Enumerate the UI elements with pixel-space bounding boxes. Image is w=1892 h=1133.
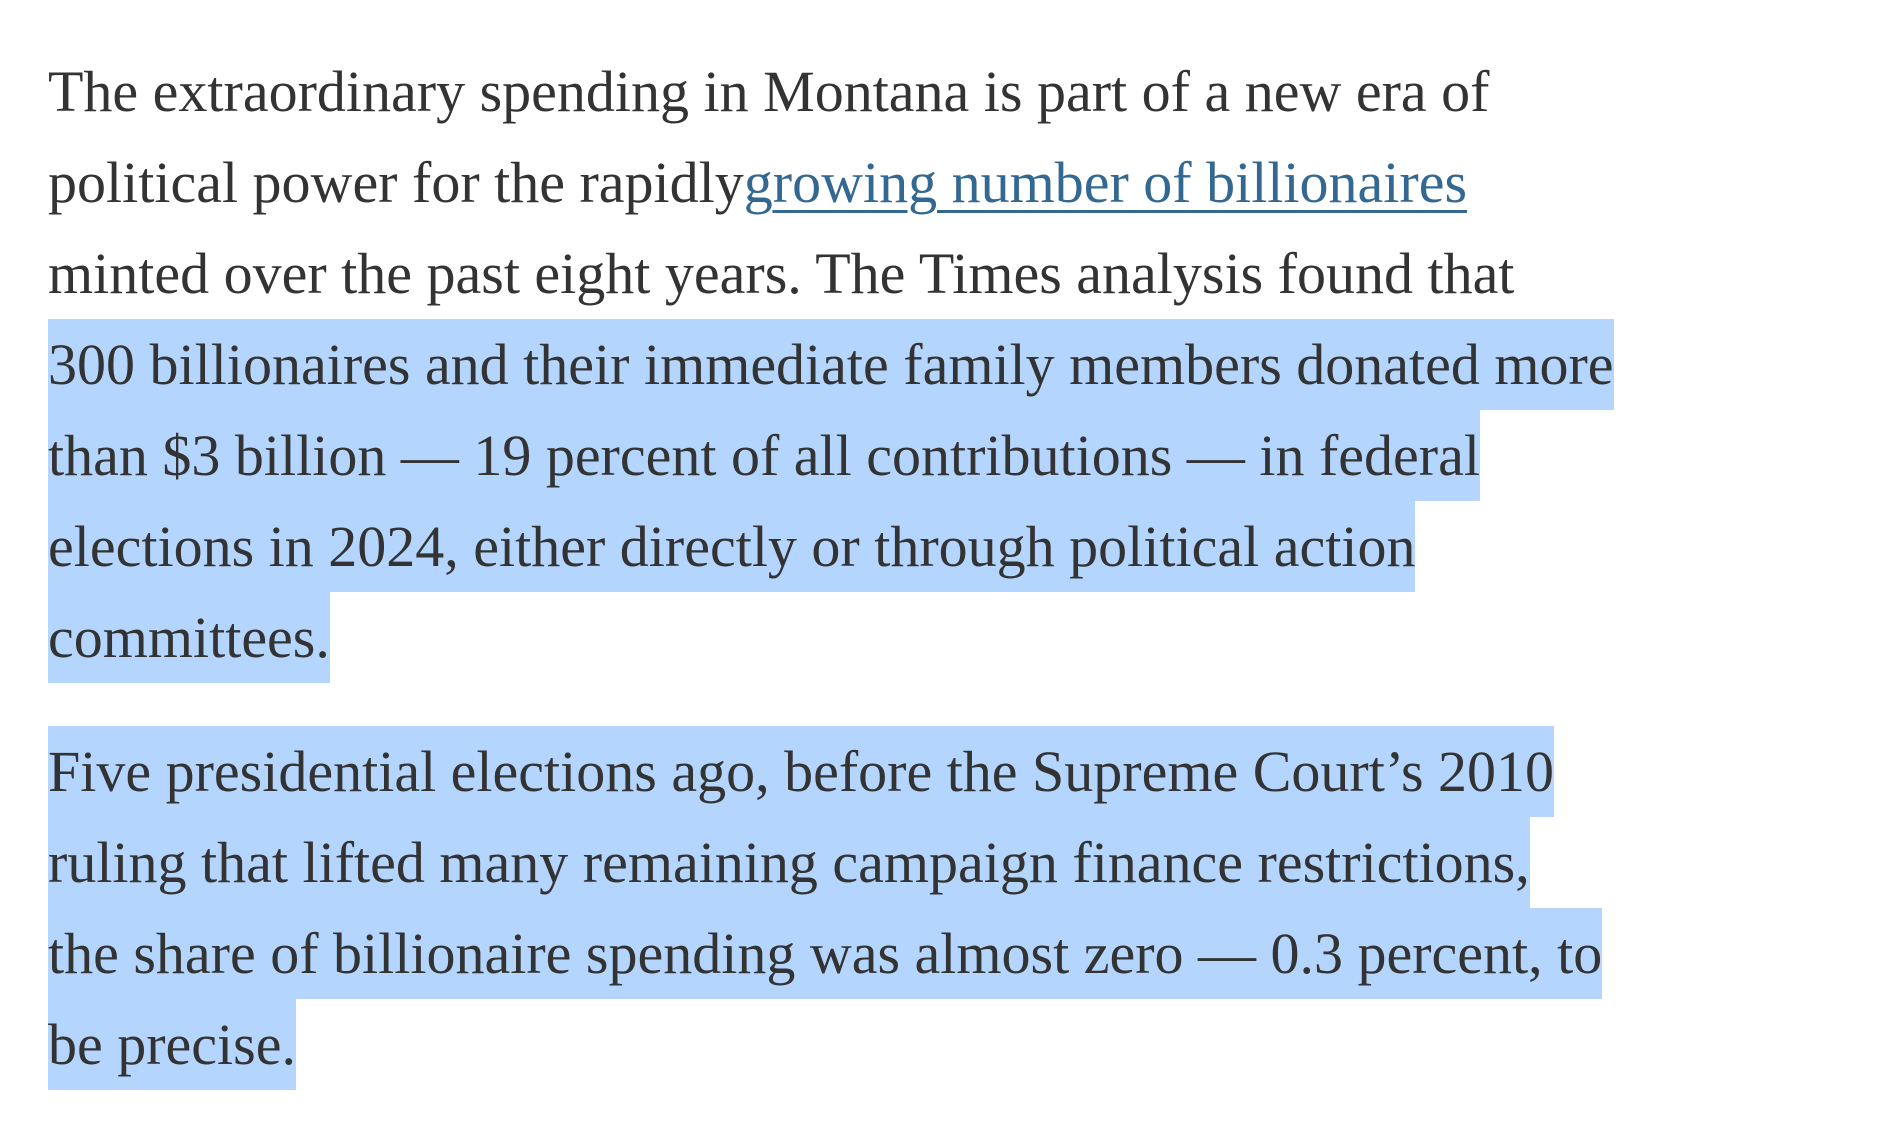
selected-text: Five presidential elections ago, before … xyxy=(48,726,1555,817)
paragraph: Five presidential elections ago, before … xyxy=(48,726,1614,1090)
text-line: 300 billionaires and their immediate fam… xyxy=(48,319,1614,410)
text-line: committees. xyxy=(48,592,1614,683)
selected-text: the share of billionaire spending was al… xyxy=(48,908,1603,999)
text: The extraordinary spending in Montana is… xyxy=(48,59,1490,124)
paragraph: The extraordinary spending in Montana is… xyxy=(48,46,1614,683)
selected-text: committees. xyxy=(48,592,330,683)
text-line: political power for the rapidly growing … xyxy=(48,137,1614,228)
text-line: The extraordinary spending in Montana is… xyxy=(48,46,1614,137)
selected-text: be precise. xyxy=(48,999,296,1090)
text-line: than $3 billion — 19 percent of all cont… xyxy=(48,410,1614,501)
text-line: the share of billionaire spending was al… xyxy=(48,908,1614,999)
selected-text: elections in 2024, either directly or th… xyxy=(48,501,1416,592)
text-line: elections in 2024, either directly or th… xyxy=(48,501,1614,592)
selected-text: 300 billionaires and their immediate fam… xyxy=(48,319,1614,410)
article: The extraordinary spending in Montana is… xyxy=(48,46,1614,1133)
text-line: ruling that lifted many remaining campai… xyxy=(48,817,1614,908)
text-line: Five presidential elections ago, before … xyxy=(48,726,1614,817)
selected-text: than $3 billion — 19 percent of all cont… xyxy=(48,410,1480,501)
selected-text: ruling that lifted many remaining campai… xyxy=(48,817,1530,908)
link[interactable]: growing number of billionaires xyxy=(743,150,1468,215)
text: minted over the past eight years. The Ti… xyxy=(48,241,1515,306)
text-line: minted over the past eight years. The Ti… xyxy=(48,228,1614,319)
text-line: be precise. xyxy=(48,999,1614,1090)
text: political power for the rapidly xyxy=(48,150,744,215)
